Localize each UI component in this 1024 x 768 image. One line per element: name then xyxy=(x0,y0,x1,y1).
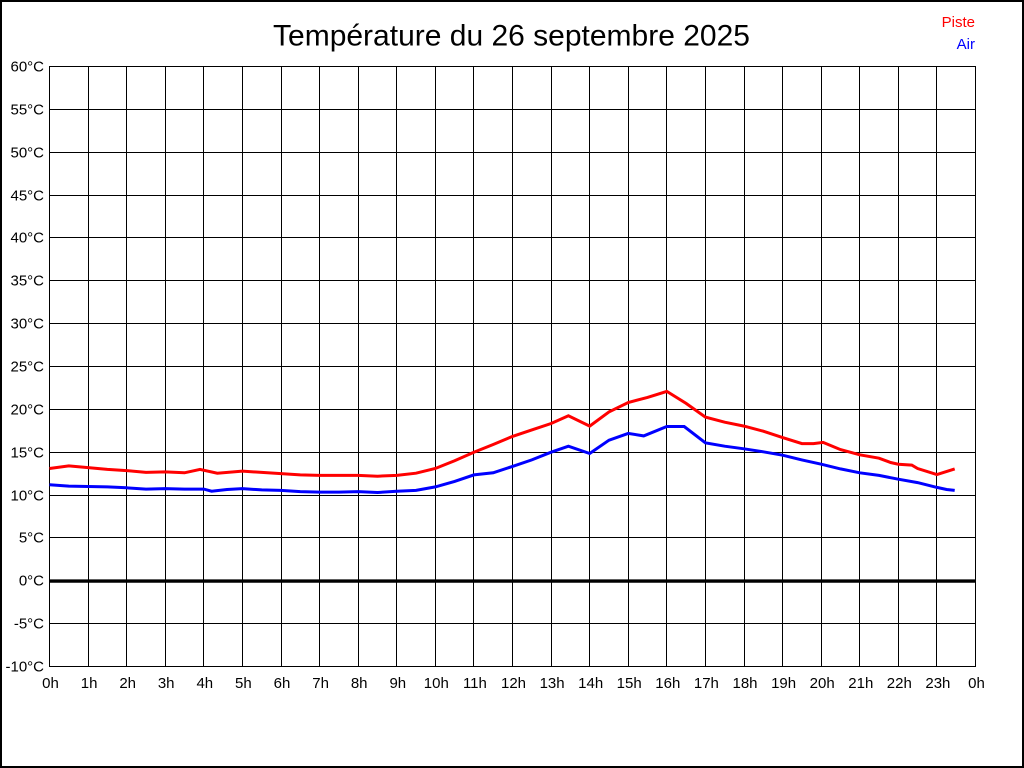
svg-text:7h: 7h xyxy=(312,675,329,692)
svg-text:0°C: 0°C xyxy=(19,573,44,590)
svg-text:17h: 17h xyxy=(694,675,719,692)
svg-text:18h: 18h xyxy=(732,675,757,692)
svg-text:Piste: Piste xyxy=(942,14,975,31)
svg-text:23h: 23h xyxy=(925,675,950,692)
svg-text:2h: 2h xyxy=(119,675,136,692)
svg-text:35°C: 35°C xyxy=(10,273,44,290)
svg-text:60°C: 60°C xyxy=(10,59,44,76)
svg-text:55°C: 55°C xyxy=(10,102,44,119)
svg-text:20°C: 20°C xyxy=(10,402,44,419)
svg-text:12h: 12h xyxy=(501,675,526,692)
svg-text:11h: 11h xyxy=(463,675,487,692)
svg-text:14h: 14h xyxy=(578,675,603,692)
svg-text:0h: 0h xyxy=(42,675,59,692)
svg-text:20h: 20h xyxy=(810,675,835,692)
svg-text:30°C: 30°C xyxy=(10,316,44,333)
svg-text:21h: 21h xyxy=(848,675,873,692)
svg-text:16h: 16h xyxy=(655,675,680,692)
svg-text:15h: 15h xyxy=(617,675,642,692)
svg-text:3h: 3h xyxy=(158,675,175,692)
svg-text:8h: 8h xyxy=(351,675,368,692)
svg-text:5h: 5h xyxy=(235,675,252,692)
svg-text:0h: 0h xyxy=(968,675,985,692)
svg-text:19h: 19h xyxy=(771,675,796,692)
svg-text:Température du 26 septembre 20: Température du 26 septembre 2025 xyxy=(273,20,750,53)
svg-text:4h: 4h xyxy=(196,675,213,692)
svg-text:1h: 1h xyxy=(81,675,98,692)
svg-text:13h: 13h xyxy=(540,675,565,692)
svg-text:25°C: 25°C xyxy=(10,359,44,376)
svg-text:5°C: 5°C xyxy=(19,530,44,547)
svg-text:-10°C: -10°C xyxy=(5,659,44,676)
svg-text:22h: 22h xyxy=(887,675,912,692)
svg-text:6h: 6h xyxy=(274,675,291,692)
svg-text:10°C: 10°C xyxy=(10,488,44,505)
svg-text:45°C: 45°C xyxy=(10,188,44,205)
svg-text:9h: 9h xyxy=(389,675,406,692)
svg-text:-5°C: -5°C xyxy=(14,616,44,633)
svg-text:15°C: 15°C xyxy=(10,445,44,462)
svg-text:50°C: 50°C xyxy=(10,145,44,162)
svg-text:10h: 10h xyxy=(424,675,449,692)
svg-text:Air: Air xyxy=(957,36,975,53)
svg-text:40°C: 40°C xyxy=(10,230,44,247)
